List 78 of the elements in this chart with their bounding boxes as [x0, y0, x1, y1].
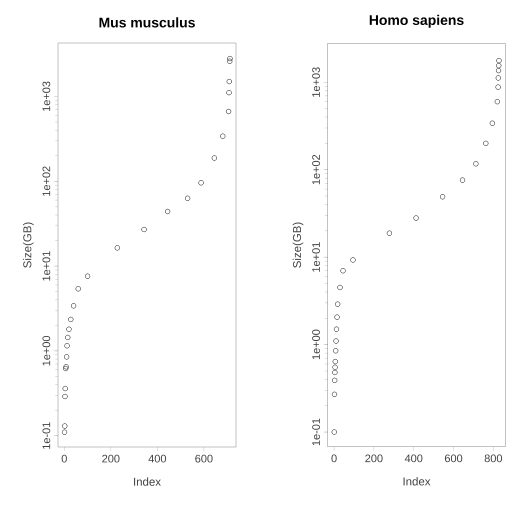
point — [227, 56, 233, 62]
point — [332, 429, 337, 435]
point — [332, 370, 338, 376]
point — [460, 177, 466, 183]
point — [76, 286, 81, 292]
point — [496, 62, 502, 68]
x-axis-title: Index — [404, 477, 430, 486]
point — [496, 58, 502, 64]
point — [164, 208, 170, 214]
point — [141, 226, 147, 232]
point — [494, 99, 500, 104]
point — [226, 78, 232, 84]
point — [340, 268, 346, 274]
point — [198, 180, 204, 186]
y-tick-label: 1e+01 — [312, 242, 320, 272]
point — [440, 194, 446, 200]
y-tick-label: 1e+03 — [312, 67, 320, 97]
point — [332, 364, 338, 370]
point — [227, 58, 232, 64]
point — [62, 423, 68, 429]
chart-title: Mus musculus — [100, 17, 195, 28]
y-axis-title: Size(GB) — [22, 222, 34, 268]
y-tick-label: 1e+02 — [42, 166, 50, 196]
y-tick-label: 1e+00 — [42, 336, 50, 366]
point — [64, 343, 70, 348]
point — [490, 120, 496, 126]
point — [62, 386, 68, 392]
x-tick-label: 600 — [444, 454, 462, 462]
point — [66, 326, 72, 332]
point — [114, 245, 120, 251]
point — [334, 314, 340, 320]
point — [496, 75, 501, 81]
x-tick-label: 800 — [484, 454, 502, 462]
y-tick-label: 1e+02 — [312, 154, 320, 184]
y-tick-label: 1e+03 — [42, 82, 50, 112]
point — [62, 394, 68, 400]
point — [473, 161, 478, 166]
y-tick-label: 1e+00 — [312, 330, 320, 360]
x-axis-title: Index — [134, 477, 161, 486]
y-axis-title: Size(GB) — [292, 222, 304, 268]
point — [64, 354, 70, 360]
point — [335, 302, 340, 307]
point — [386, 230, 392, 236]
x-tick-label: 0 — [331, 454, 337, 462]
x-tick-label: 200 — [365, 454, 383, 462]
y-tick-label: 1e-01 — [42, 422, 50, 449]
point — [332, 358, 338, 364]
point — [495, 84, 501, 90]
point — [68, 316, 74, 322]
x-tick-label: 0 — [62, 454, 67, 463]
y-tick-label: 1e-01 — [312, 418, 320, 446]
point — [226, 108, 232, 114]
point — [413, 215, 419, 221]
x-tick-label: 400 — [148, 454, 166, 463]
chart-title: Homo sapiens — [370, 14, 464, 28]
y-tick-label: 1e+01 — [42, 251, 50, 281]
point — [334, 326, 340, 332]
point — [63, 366, 68, 372]
point — [220, 134, 226, 139]
point — [70, 303, 76, 308]
point — [84, 274, 90, 279]
x-tick-label: 400 — [404, 454, 422, 462]
point — [332, 392, 338, 397]
point — [65, 334, 70, 340]
point — [333, 338, 339, 344]
point — [496, 68, 502, 74]
point — [337, 284, 343, 290]
x-tick-label: 200 — [102, 454, 120, 463]
point — [226, 90, 232, 96]
x-tick-label: 600 — [195, 454, 213, 463]
point — [350, 257, 356, 263]
point — [184, 196, 190, 201]
point — [63, 364, 69, 370]
point — [483, 140, 488, 146]
point — [62, 430, 68, 435]
point — [333, 348, 338, 354]
point — [212, 155, 218, 161]
point — [332, 378, 338, 384]
